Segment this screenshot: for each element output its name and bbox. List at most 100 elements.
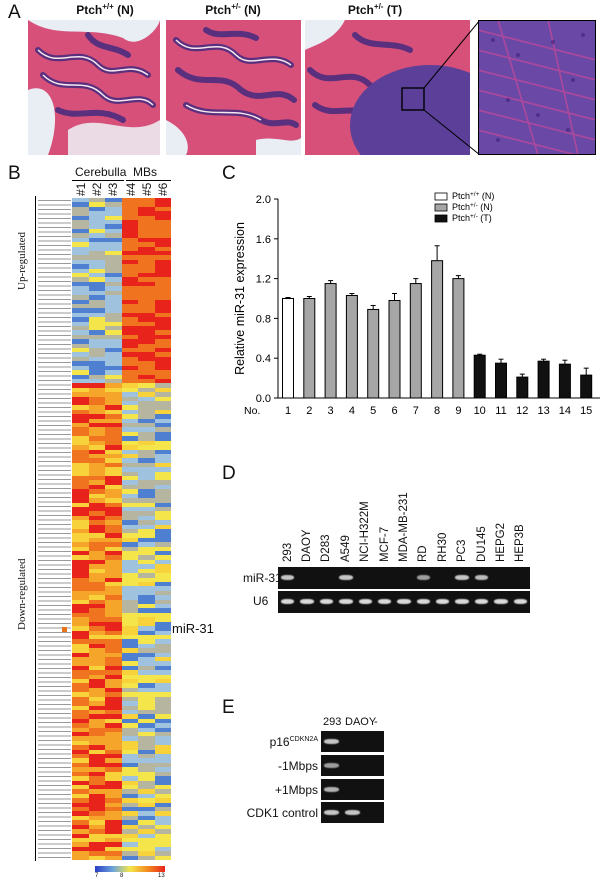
heatmap-cell bbox=[105, 431, 122, 437]
heatmap-cell bbox=[121, 334, 139, 340]
heatmap-cell bbox=[72, 295, 89, 300]
heatmap-cell bbox=[154, 202, 172, 208]
side-label-up: Up-regulated bbox=[16, 231, 28, 290]
heatmap-cell bbox=[138, 683, 155, 689]
heatmap-cell bbox=[72, 489, 89, 494]
heatmap-cell bbox=[72, 851, 89, 856]
heatmap-cell bbox=[138, 206, 155, 212]
heatmap-cell bbox=[121, 339, 139, 344]
heatmap-cell bbox=[154, 308, 172, 314]
heatmap-cell bbox=[138, 418, 155, 424]
heatmap-cell bbox=[105, 312, 122, 318]
heatmap-cell bbox=[121, 330, 139, 336]
heatmap-cell bbox=[88, 383, 106, 389]
heatmap-cell bbox=[72, 365, 89, 371]
heatmap-cell bbox=[138, 273, 155, 278]
heatmap-cell bbox=[121, 299, 139, 305]
heatmap-cell bbox=[154, 520, 172, 525]
heatmap-cell bbox=[121, 551, 139, 556]
heatmap-cell bbox=[72, 533, 89, 539]
gel-e-row bbox=[321, 731, 384, 752]
heatmap-cell bbox=[138, 480, 155, 486]
heatmap-cell bbox=[154, 440, 172, 446]
heatmap-cell bbox=[105, 555, 122, 561]
gel-band bbox=[455, 599, 469, 604]
heatmap-cell bbox=[88, 780, 106, 786]
heatmap-cell bbox=[154, 820, 172, 825]
heatmap-cell bbox=[121, 687, 139, 693]
heatmap-cell bbox=[88, 665, 106, 671]
heatmap-cell bbox=[72, 529, 89, 534]
heatmap-cell bbox=[121, 365, 139, 371]
gel-d-lane-label: D283 bbox=[320, 534, 333, 563]
heatmap-cell bbox=[88, 378, 106, 384]
heatmap-cell bbox=[72, 762, 89, 768]
heatmap-cell bbox=[138, 533, 155, 539]
bar bbox=[473, 354, 486, 399]
heatmap-cell bbox=[72, 387, 89, 393]
heatmap-cell bbox=[88, 807, 106, 812]
histology-image-3 bbox=[305, 20, 470, 155]
heatmap-cell bbox=[138, 396, 155, 402]
heatmap-cell bbox=[154, 621, 172, 627]
heatmap-cell bbox=[138, 427, 155, 433]
heatmap-cell bbox=[154, 299, 172, 305]
heatmap-cell bbox=[72, 392, 89, 397]
heatmap-cell bbox=[154, 793, 172, 799]
heatmap-cell bbox=[154, 467, 172, 472]
heatmap-cell bbox=[72, 431, 89, 437]
heatmap-cell bbox=[121, 586, 139, 592]
sample-label: #6 bbox=[156, 182, 170, 196]
heatmap-cell bbox=[154, 573, 172, 578]
heatmap-cell bbox=[72, 771, 89, 777]
heatmap-cell bbox=[138, 520, 155, 525]
heatmap-cell bbox=[138, 484, 155, 490]
heatmap-cell bbox=[88, 617, 106, 622]
heatmap-cell bbox=[121, 449, 139, 455]
heatmap-cell bbox=[88, 308, 106, 314]
heatmap-cell bbox=[121, 833, 139, 839]
heatmap-cell bbox=[138, 595, 155, 600]
heatmap-cell bbox=[154, 383, 172, 389]
heatmap-cell bbox=[138, 709, 155, 715]
heatmap-cell bbox=[138, 246, 155, 252]
heatmap-cell bbox=[121, 228, 139, 234]
heatmap-cell bbox=[138, 771, 155, 777]
heatmap-cell bbox=[105, 784, 122, 790]
heatmap-cell bbox=[138, 383, 155, 389]
heatmap-cell bbox=[88, 837, 106, 843]
heatmap-cell bbox=[105, 612, 122, 618]
heatmap-cell bbox=[121, 405, 139, 411]
x-tick-label: 12 bbox=[516, 405, 528, 417]
heatmap-cell bbox=[105, 740, 122, 746]
heatmap-cell bbox=[72, 206, 89, 212]
heatmap-cell bbox=[105, 215, 122, 221]
x-tick-label: 5 bbox=[370, 405, 376, 417]
panel-a-label-1: Ptch+/+ (N) bbox=[76, 2, 134, 17]
heatmap-cell bbox=[72, 250, 89, 256]
heatmap-cell bbox=[138, 573, 155, 578]
heatmap-cell bbox=[72, 361, 89, 366]
heatmap-cell bbox=[72, 502, 89, 508]
heatmap-cell bbox=[154, 648, 172, 653]
heatmap-cell bbox=[88, 568, 106, 574]
heatmap-cell bbox=[138, 652, 155, 658]
heatmap-cell bbox=[105, 436, 122, 442]
heatmap-cell bbox=[154, 233, 172, 238]
heatmap-cell bbox=[88, 793, 106, 799]
heatmap-cell bbox=[121, 445, 139, 450]
heatmap-cell bbox=[138, 643, 155, 649]
heatmap-cell bbox=[121, 396, 139, 402]
heatmap-cell bbox=[121, 471, 139, 477]
legend-swatch bbox=[434, 203, 448, 212]
heatmap-cell bbox=[105, 617, 122, 622]
heatmap-cell bbox=[121, 780, 139, 786]
heatmap-cell bbox=[72, 453, 89, 459]
heatmap-cell bbox=[138, 736, 155, 742]
heatmap-cell bbox=[105, 453, 122, 459]
heatmap-cell bbox=[154, 692, 172, 697]
heatmap-cell bbox=[154, 224, 172, 230]
heatmap-cell bbox=[72, 542, 89, 547]
heatmap-cell bbox=[105, 330, 122, 336]
heatmap-cell bbox=[121, 498, 139, 503]
